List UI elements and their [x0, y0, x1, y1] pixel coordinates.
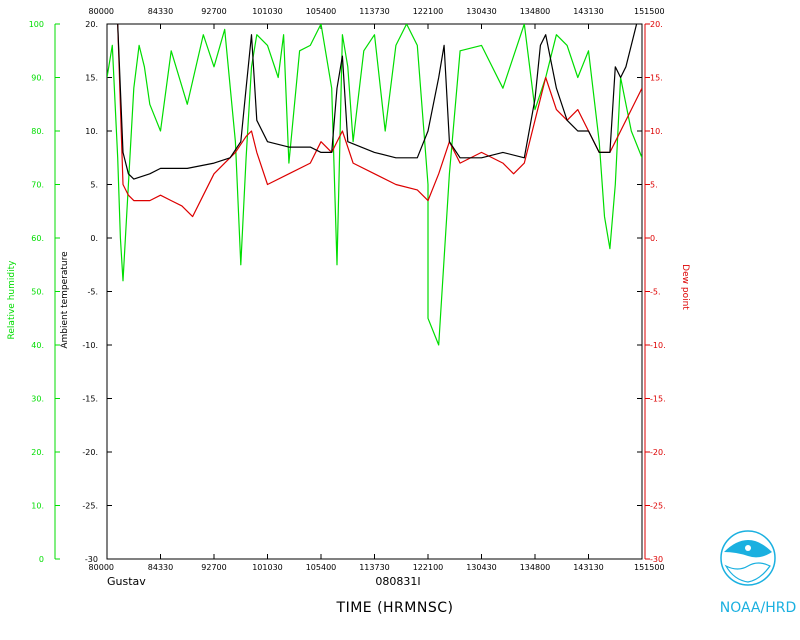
humidity-tick-label: 100	[29, 20, 44, 29]
humidity-tick-label: 50.	[31, 288, 44, 297]
dewpoint-tick-label: -20.	[650, 448, 666, 457]
dewpoint-tick-label: -15.	[650, 395, 666, 404]
dewpoint-tick-label: -10.	[650, 341, 666, 350]
ambient-temperature-series	[117, 24, 638, 180]
humidity-tick-label: 30.	[31, 395, 44, 404]
storm-name: Gustav	[107, 575, 146, 588]
time-tick-label-top: 134800	[520, 7, 551, 16]
time-tick-label-bottom: 84330	[148, 563, 173, 572]
time-tick-label-bottom: 122100	[413, 563, 444, 572]
temperature-axis-ticks: -30 -25. -20. -15. -10. -5. 0. 5. 10. 15. 20.	[82, 20, 112, 564]
time-tick-label-top: 113730	[359, 7, 390, 16]
temperature-tick-label: -10.	[82, 341, 98, 350]
humidity-tick-label: 60.	[31, 234, 44, 243]
dewpoint-tick-label: -25.	[650, 502, 666, 511]
x-axis-title: TIME (HRMNSC)	[336, 600, 454, 616]
series-group	[107, 24, 642, 346]
temperature-tick-label: -30	[85, 555, 98, 564]
org-label: NOAA/HRD	[720, 600, 797, 616]
temperature-tick-label: -25.	[82, 502, 98, 511]
time-tick-label-top: 101030	[252, 7, 283, 16]
dewpoint-axis-ticks: -30 -25. -20. -15. -10. -5. 0. 5. 10. 15. 20.	[637, 20, 666, 564]
noaa-logo	[720, 530, 776, 586]
time-tick-label-bottom: 134800	[520, 563, 551, 572]
temperature-axis-label: Ambient temperature	[60, 251, 70, 349]
time-tick-label-top: 151500	[634, 7, 665, 16]
temperature-tick-label: -5.	[87, 288, 98, 297]
time-tick-label-bottom: 105400	[306, 563, 337, 572]
dewpoint-tick-label: 20.	[650, 20, 663, 29]
dewpoint-tick-label: -5.	[650, 288, 661, 297]
humidity-axis-label: Relative humidity	[7, 260, 17, 340]
time-tick-label-bottom: 130430	[466, 563, 497, 572]
humidity-tick-label: 90.	[31, 74, 44, 83]
time-tick-label-bottom: 143130	[573, 563, 604, 572]
time-tick-label-bottom: 113730	[359, 563, 390, 572]
dewpoint-axis-label: Dew point	[680, 264, 690, 310]
temperature-tick-label: 15.	[85, 74, 98, 83]
dewpoint-tick-label: 0.	[650, 234, 658, 243]
time-axis-ticks-top: 80000 84330 92700 101030 105400 113730 122100 1…	[89, 7, 665, 29]
humidity-tick-label: 70.	[31, 181, 44, 190]
dewpoint-tick-label: 5.	[650, 181, 658, 190]
time-tick-label-bottom: 80000	[89, 563, 114, 572]
temperature-tick-label: 10.	[85, 127, 98, 136]
time-axis-ticks-bottom: 80000 84330 92700 101030 105400 113730 122100 1…	[89, 554, 665, 572]
time-tick-label-top: 105400	[306, 7, 337, 16]
humidity-tick-label: 80.	[31, 127, 44, 136]
time-tick-label-top: 84330	[148, 7, 173, 16]
humidity-tick-label: 20.	[31, 448, 44, 457]
dew-point-series	[117, 24, 642, 218]
time-tick-label-top: 92700	[201, 7, 226, 16]
time-tick-label-bottom: 92700	[201, 563, 226, 572]
humidity-tick-label: 40.	[31, 341, 44, 350]
time-tick-label-top: 80000	[89, 7, 114, 16]
time-tick-label-bottom: 101030	[252, 563, 283, 572]
time-tick-label-top: 130430	[466, 7, 497, 16]
humidity-axis-ticks: 0 10. 20. 30. 40. 50. 60. 70. 80. 90. 100	[29, 20, 60, 564]
flight-date: 080831I	[375, 575, 420, 588]
dewpoint-tick-label: 15.	[650, 74, 663, 83]
time-tick-label-top: 122100	[413, 7, 444, 16]
humidity-tick-label: 10.	[31, 502, 44, 511]
temperature-tick-label: 0.	[90, 234, 98, 243]
dewpoint-tick-label: 10.	[650, 127, 663, 136]
time-tick-label-bottom: 151500	[634, 563, 665, 572]
temperature-tick-label: -15.	[82, 395, 98, 404]
temperature-tick-label: 5.	[90, 181, 98, 190]
time-tick-label-top: 143130	[573, 7, 604, 16]
temperature-tick-label: -20.	[82, 448, 98, 457]
relative-humidity-series	[107, 24, 642, 346]
temperature-tick-label: 20.	[85, 20, 98, 29]
dewpoint-tick-label: -30	[650, 555, 663, 564]
humidity-tick-label: 0	[39, 555, 44, 564]
